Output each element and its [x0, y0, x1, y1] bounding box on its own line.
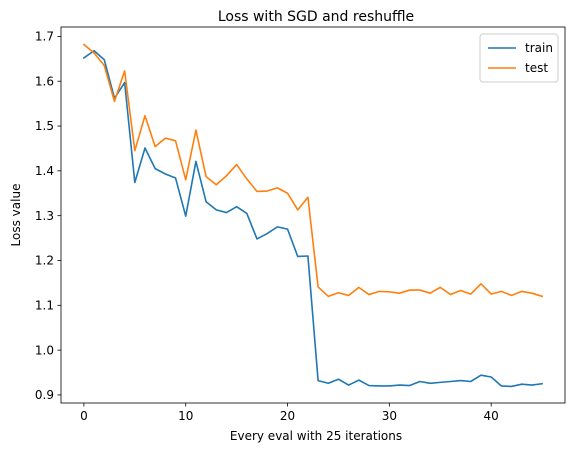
y-tick-label: 1.5	[35, 119, 54, 133]
plot-frame	[60, 26, 566, 404]
y-tick-label: 1.1	[35, 299, 54, 313]
x-tick-label: 40	[484, 409, 499, 423]
legend-label-train: train	[525, 41, 553, 55]
legend-frame	[479, 33, 559, 83]
x-tick-label: 0	[80, 409, 88, 423]
y-axis-label: Loss value	[9, 184, 23, 247]
legend-label-test: test	[525, 61, 548, 75]
ticks-layer: 0 10 20 30 40 0.9 1.0 1.1 1.2 1.3 1.4 1.5 1.6 1.7	[35, 30, 499, 423]
series-line-test	[82, 43, 544, 298]
y-tick-label: 1.4	[35, 164, 54, 178]
series-line-train	[82, 49, 543, 388]
y-tick-label: 0.9	[35, 388, 54, 402]
y-tick-label: 1.3	[35, 209, 54, 223]
series-layer	[82, 43, 544, 388]
x-tick-label: 20	[280, 409, 295, 423]
y-tick-label: 1.2	[35, 254, 54, 268]
legend: train test	[479, 33, 559, 83]
y-tick-label: 1.6	[35, 74, 54, 88]
chart-title: Loss with SGD and reshuffle	[218, 9, 414, 25]
y-tick-label: 1.0	[35, 343, 54, 357]
x-tick-label: 10	[178, 409, 193, 423]
x-axis-label: Every eval with 25 iterations	[230, 429, 402, 443]
x-tick-label: 30	[382, 409, 397, 423]
y-tick-label: 1.7	[35, 30, 54, 44]
